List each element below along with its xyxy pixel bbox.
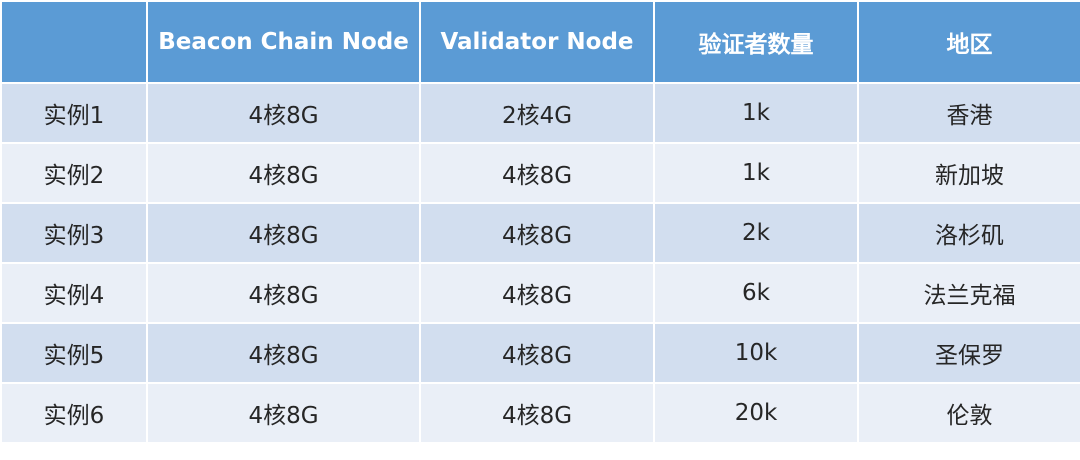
region-cell: 伦敦 (857, 382, 1080, 444)
header-validator-node: Validator Node (419, 0, 655, 84)
table-row: 实例1 4核8G 2核4G 1k 香港 (0, 82, 1080, 144)
header-corner-cell (0, 0, 148, 84)
validator-count-cell: 6k (653, 262, 859, 324)
table-row: 实例2 4核8G 4核8G 1k 新加坡 (0, 142, 1080, 204)
header-beacon-chain-node: Beacon Chain Node (146, 0, 421, 84)
beacon-node-spec-cell: 4核8G (146, 202, 421, 264)
validator-node-spec-cell: 2核4G (419, 82, 655, 144)
instance-name-cell: 实例4 (0, 262, 148, 324)
table-row: 实例3 4核8G 4核8G 2k 洛杉矶 (0, 202, 1080, 264)
header-region: 地区 (857, 0, 1080, 84)
validator-node-spec-cell: 4核8G (419, 202, 655, 264)
validator-count-cell: 1k (653, 142, 859, 204)
validator-node-spec-cell: 4核8G (419, 382, 655, 444)
region-cell: 圣保罗 (857, 322, 1080, 384)
table-row: 实例4 4核8G 4核8G 6k 法兰克福 (0, 262, 1080, 324)
validator-count-cell: 20k (653, 382, 859, 444)
beacon-node-spec-cell: 4核8G (146, 142, 421, 204)
validator-count-cell: 2k (653, 202, 859, 264)
instance-name-cell: 实例1 (0, 82, 148, 144)
table-row: 实例6 4核8G 4核8G 20k 伦敦 (0, 382, 1080, 444)
validator-node-spec-cell: 4核8G (419, 142, 655, 204)
table-row: 实例5 4核8G 4核8G 10k 圣保罗 (0, 322, 1080, 384)
validator-node-spec-cell: 4核8G (419, 262, 655, 324)
region-cell: 新加坡 (857, 142, 1080, 204)
validator-node-spec-cell: 4核8G (419, 322, 655, 384)
beacon-node-spec-cell: 4核8G (146, 382, 421, 444)
instance-name-cell: 实例6 (0, 382, 148, 444)
beacon-node-spec-cell: 4核8G (146, 82, 421, 144)
instance-name-cell: 实例2 (0, 142, 148, 204)
beacon-node-spec-cell: 4核8G (146, 322, 421, 384)
beacon-node-spec-cell: 4核8G (146, 262, 421, 324)
region-cell: 法兰克福 (857, 262, 1080, 324)
validator-count-cell: 10k (653, 322, 859, 384)
instance-spec-table: Beacon Chain Node Validator Node 验证者数量 地… (0, 0, 1080, 444)
instance-name-cell: 实例5 (0, 322, 148, 384)
table-header-row: Beacon Chain Node Validator Node 验证者数量 地… (0, 0, 1080, 84)
region-cell: 香港 (857, 82, 1080, 144)
region-cell: 洛杉矶 (857, 202, 1080, 264)
validator-count-cell: 1k (653, 82, 859, 144)
instance-name-cell: 实例3 (0, 202, 148, 264)
header-validator-count: 验证者数量 (653, 0, 859, 84)
